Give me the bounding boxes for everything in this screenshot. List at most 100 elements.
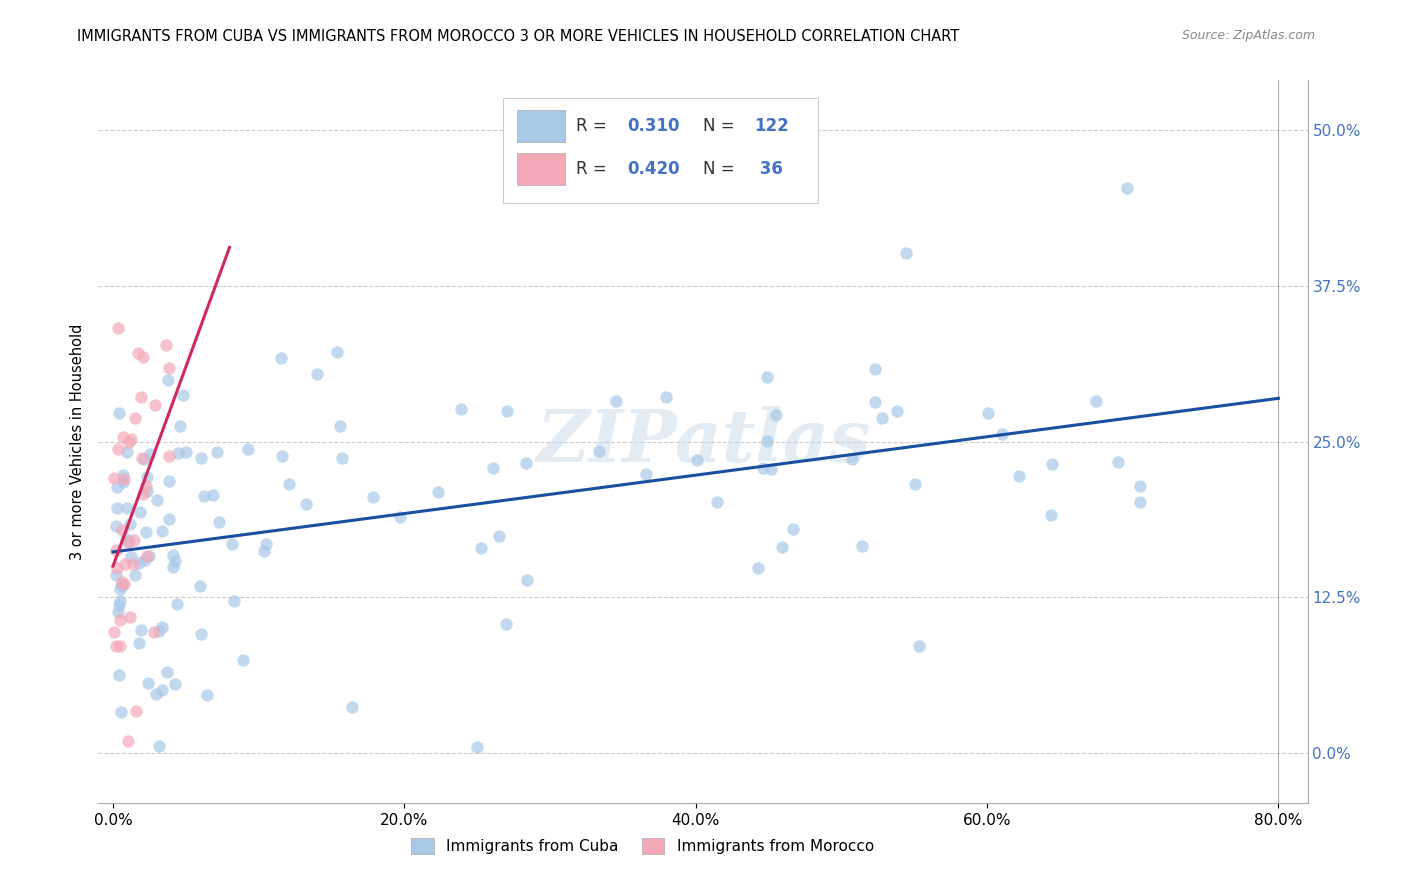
Point [135, 525, 157, 540]
Point [129, 624, 152, 638]
Point [977, 406, 1000, 420]
Point [495, 617, 517, 632]
Point [163, 677, 186, 691]
Point [1129, 495, 1152, 509]
Point [104, 568, 127, 582]
Point [138, 549, 160, 563]
Text: R =: R = [576, 161, 612, 178]
Point [329, 418, 352, 433]
Point [108, 594, 131, 608]
Point [1107, 455, 1129, 469]
FancyBboxPatch shape [517, 110, 565, 142]
Point [111, 578, 134, 592]
Point [118, 516, 141, 531]
Point [605, 394, 627, 409]
Text: ZIPatlas: ZIPatlas [536, 406, 870, 477]
Point [755, 434, 778, 448]
Point [108, 613, 131, 627]
Point [138, 676, 160, 690]
Point [105, 480, 128, 494]
Point [132, 350, 155, 364]
Point [1008, 468, 1031, 483]
Point [150, 620, 173, 634]
Text: IMMIGRANTS FROM CUBA VS IMMIGRANTS FROM MOROCCO 3 OR MORE VEHICLES IN HOUSEHOLD : IMMIGRANTS FROM CUBA VS IMMIGRANTS FROM … [77, 29, 959, 44]
Point [755, 370, 778, 384]
Point [232, 653, 254, 667]
Point [870, 411, 893, 425]
Text: 0.310: 0.310 [627, 117, 679, 135]
Point [107, 442, 129, 457]
Point [107, 605, 129, 619]
Point [115, 445, 138, 459]
Point [894, 245, 917, 260]
Text: 122: 122 [754, 117, 789, 135]
Point [120, 432, 142, 446]
Point [188, 579, 211, 593]
Point [389, 510, 412, 524]
Point [1084, 393, 1107, 408]
Point [143, 398, 166, 412]
Text: Source: ZipAtlas.com: Source: ZipAtlas.com [1181, 29, 1315, 42]
Point [495, 403, 517, 417]
Legend: Immigrants from Cuba, Immigrants from Morocco: Immigrants from Cuba, Immigrants from Mo… [405, 832, 880, 860]
Point [103, 624, 125, 639]
Point [155, 337, 177, 351]
Point [111, 523, 134, 537]
Text: N =: N = [703, 161, 740, 178]
Point [450, 402, 472, 417]
Point [128, 636, 150, 650]
Point [114, 557, 136, 571]
Point [162, 548, 184, 562]
Point [841, 451, 863, 466]
Point [131, 487, 153, 501]
Point [1115, 181, 1137, 195]
Point [202, 488, 225, 502]
Point [172, 388, 194, 402]
Point [129, 390, 152, 404]
Point [105, 561, 128, 575]
Point [127, 346, 149, 360]
Text: N =: N = [703, 117, 740, 135]
Point [128, 505, 150, 519]
Point [124, 410, 146, 425]
Point [134, 451, 156, 466]
Point [112, 467, 135, 482]
Point [112, 576, 135, 591]
Point [516, 573, 538, 587]
Point [143, 624, 166, 639]
Point [165, 554, 187, 568]
Point [470, 541, 492, 555]
Point [122, 533, 145, 547]
Point [636, 467, 658, 481]
Point [1040, 457, 1063, 471]
Point [1040, 508, 1063, 522]
Point [169, 419, 191, 434]
Point [863, 361, 886, 376]
Point [863, 395, 886, 409]
Point [238, 442, 260, 457]
Point [117, 534, 139, 549]
Point [907, 639, 929, 653]
Point [195, 688, 218, 702]
Point [588, 443, 610, 458]
Point [111, 575, 134, 590]
Point [135, 479, 157, 493]
Point [307, 367, 329, 381]
Point [135, 483, 157, 498]
Point [765, 408, 787, 422]
Point [124, 704, 146, 718]
Point [157, 512, 180, 526]
Point [515, 457, 537, 471]
Point [205, 445, 228, 459]
Point [326, 345, 349, 359]
Text: R =: R = [576, 117, 612, 135]
Point [150, 682, 173, 697]
Point [426, 484, 449, 499]
Point [117, 733, 139, 747]
Text: 0.420: 0.420 [627, 161, 679, 178]
Point [105, 640, 128, 654]
Point [110, 706, 132, 720]
Point [174, 445, 197, 459]
Point [117, 435, 139, 450]
Point [1129, 479, 1152, 493]
